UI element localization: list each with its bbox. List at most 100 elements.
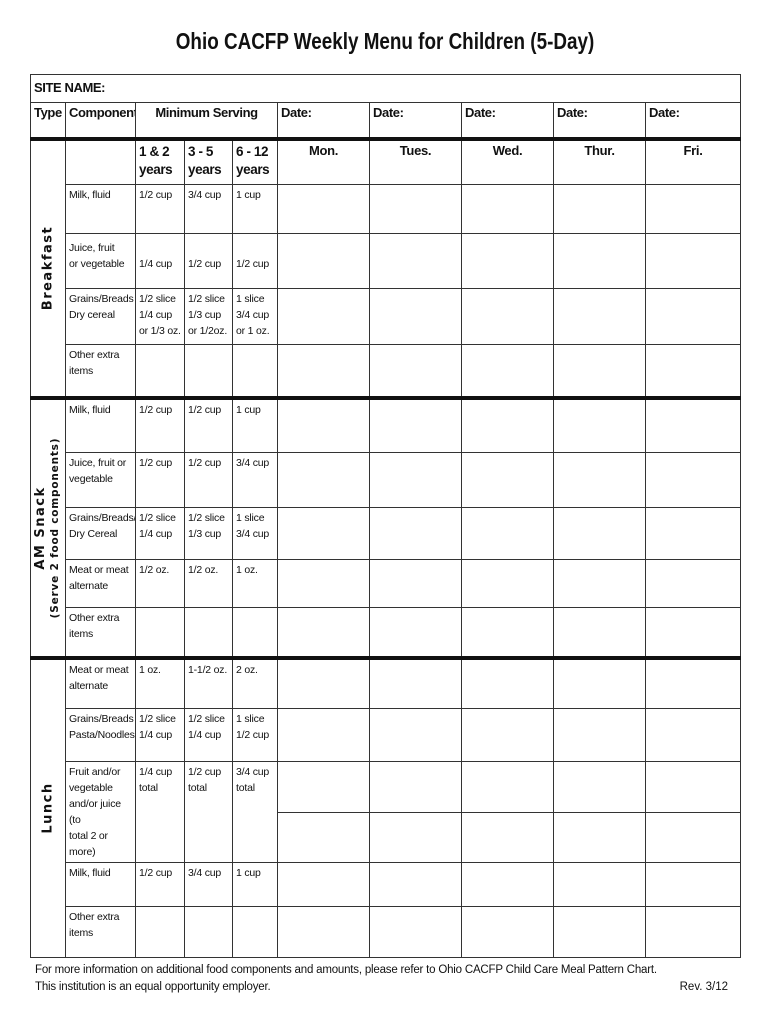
serving-cell-1: 3/4 cup xyxy=(184,184,233,234)
day-fri: Fri. xyxy=(645,136,741,185)
table-row: Milk, fluid 1/2 cup 3/4 cup 1 cup xyxy=(31,862,741,907)
menu-entry-wed[interactable] xyxy=(461,184,554,234)
serving-text: 1/2 cup xyxy=(188,457,222,469)
serving-text: 1/2 cup xyxy=(139,403,173,416)
menu-entry-tues[interactable] xyxy=(369,452,462,508)
menu-entry-tues[interactable] xyxy=(369,507,462,560)
menu-entry-thur[interactable] xyxy=(553,761,646,813)
menu-entry-thur[interactable] xyxy=(553,607,646,658)
menu-entry-fri[interactable] xyxy=(645,559,741,608)
menu-entry-wed[interactable] xyxy=(461,906,554,958)
menu-entry-thur[interactable] xyxy=(553,559,646,608)
menu-entry-fri[interactable] xyxy=(645,184,741,234)
menu-entry-thur[interactable] xyxy=(553,452,646,508)
menu-entry-tues[interactable] xyxy=(369,607,462,658)
component-cell: Other extra items xyxy=(65,906,136,958)
menu-entry-wed[interactable] xyxy=(461,452,554,508)
serving-cell-1: 1/2 cup xyxy=(184,233,233,289)
menu-entry-thur[interactable] xyxy=(553,655,646,709)
menu-entry-wed[interactable] xyxy=(461,607,554,658)
menu-entry-tues[interactable] xyxy=(369,811,462,863)
menu-entry-tues[interactable] xyxy=(369,184,462,234)
menu-entry-fri[interactable] xyxy=(645,761,741,813)
menu-entry-wed[interactable] xyxy=(461,507,554,560)
table-row: Meat or meat alternate 1/2 oz. 1/2 oz. 1 oz. xyxy=(31,559,741,608)
menu-entry-fri[interactable] xyxy=(645,708,741,762)
date-header-4[interactable]: Date: xyxy=(645,102,741,139)
serving-text: or 1/3 oz. xyxy=(139,325,181,337)
section-title: AM Snack xyxy=(33,485,48,570)
date-header-2[interactable]: Date: xyxy=(461,102,554,139)
menu-entry-tues[interactable] xyxy=(369,906,462,958)
menu-entry-tues[interactable] xyxy=(369,288,462,345)
menu-entry-mon[interactable] xyxy=(277,708,370,762)
menu-entry-thur[interactable] xyxy=(553,184,646,234)
date-header-1[interactable]: Date: xyxy=(369,102,462,139)
menu-entry-mon[interactable] xyxy=(277,811,370,863)
menu-entry-wed[interactable] xyxy=(461,811,554,863)
menu-entry-mon[interactable] xyxy=(277,344,370,398)
menu-entry-mon[interactable] xyxy=(277,607,370,658)
menu-entry-fri[interactable] xyxy=(645,395,741,453)
menu-entry-thur[interactable] xyxy=(553,906,646,958)
menu-entry-tues[interactable] xyxy=(369,761,462,813)
menu-entry-fri[interactable] xyxy=(645,862,741,907)
menu-entry-fri[interactable] xyxy=(645,288,741,345)
serving-cell-0 xyxy=(135,607,185,658)
menu-entry-fri[interactable] xyxy=(645,507,741,560)
date-header-3[interactable]: Date: xyxy=(553,102,646,139)
menu-entry-mon[interactable] xyxy=(277,184,370,234)
menu-entry-wed[interactable] xyxy=(461,655,554,709)
menu-entry-mon[interactable] xyxy=(277,559,370,608)
menu-entry-tues[interactable] xyxy=(369,559,462,608)
menu-entry-fri[interactable] xyxy=(645,811,741,863)
site-name-field[interactable]: SITE NAME: xyxy=(30,74,741,103)
menu-entry-wed[interactable] xyxy=(461,344,554,398)
menu-entry-mon[interactable] xyxy=(277,288,370,345)
menu-entry-fri[interactable] xyxy=(645,655,741,709)
menu-entry-tues[interactable] xyxy=(369,233,462,289)
date-header-0[interactable]: Date: xyxy=(277,102,370,139)
component-cell: Milk, fluid xyxy=(65,862,136,907)
menu-entry-wed[interactable] xyxy=(461,395,554,453)
component-cell: Grains/Breads Pasta/Noodles xyxy=(65,708,136,762)
menu-entry-thur[interactable] xyxy=(553,288,646,345)
menu-entry-mon[interactable] xyxy=(277,862,370,907)
menu-entry-tues[interactable] xyxy=(369,655,462,709)
menu-entry-tues[interactable] xyxy=(369,862,462,907)
menu-entry-fri[interactable] xyxy=(645,607,741,658)
menu-entry-thur[interactable] xyxy=(553,233,646,289)
serving-text: 1/2 slice xyxy=(139,293,176,305)
menu-entry-thur[interactable] xyxy=(553,395,646,453)
menu-entry-tues[interactable] xyxy=(369,395,462,453)
menu-entry-tues[interactable] xyxy=(369,344,462,398)
serving-cell-1: 1/2 cup xyxy=(184,395,233,453)
menu-entry-fri[interactable] xyxy=(645,344,741,398)
component-text: Dry cereal xyxy=(69,309,115,321)
menu-entry-fri[interactable] xyxy=(645,233,741,289)
menu-entry-fri[interactable] xyxy=(645,906,741,958)
menu-entry-mon[interactable] xyxy=(277,395,370,453)
component-text: Pasta/Noodles xyxy=(69,729,135,741)
menu-entry-tues[interactable] xyxy=(369,708,462,762)
menu-entry-thur[interactable] xyxy=(553,811,646,863)
menu-entry-mon[interactable] xyxy=(277,233,370,289)
serving-text: 3/4 cup xyxy=(188,867,222,879)
menu-entry-thur[interactable] xyxy=(553,344,646,398)
menu-entry-wed[interactable] xyxy=(461,761,554,813)
menu-entry-wed[interactable] xyxy=(461,233,554,289)
menu-entry-thur[interactable] xyxy=(553,708,646,762)
menu-entry-wed[interactable] xyxy=(461,862,554,907)
menu-entry-mon[interactable] xyxy=(277,507,370,560)
menu-entry-mon[interactable] xyxy=(277,655,370,709)
menu-entry-thur[interactable] xyxy=(553,862,646,907)
menu-entry-mon[interactable] xyxy=(277,906,370,958)
menu-entry-thur[interactable] xyxy=(553,507,646,560)
menu-entry-fri[interactable] xyxy=(645,452,741,508)
table-row: Milk, fluid 1/2 cup 3/4 cup 1 cup xyxy=(31,184,741,234)
menu-entry-wed[interactable] xyxy=(461,559,554,608)
menu-entry-wed[interactable] xyxy=(461,708,554,762)
menu-entry-mon[interactable] xyxy=(277,761,370,813)
menu-entry-mon[interactable] xyxy=(277,452,370,508)
menu-entry-wed[interactable] xyxy=(461,288,554,345)
